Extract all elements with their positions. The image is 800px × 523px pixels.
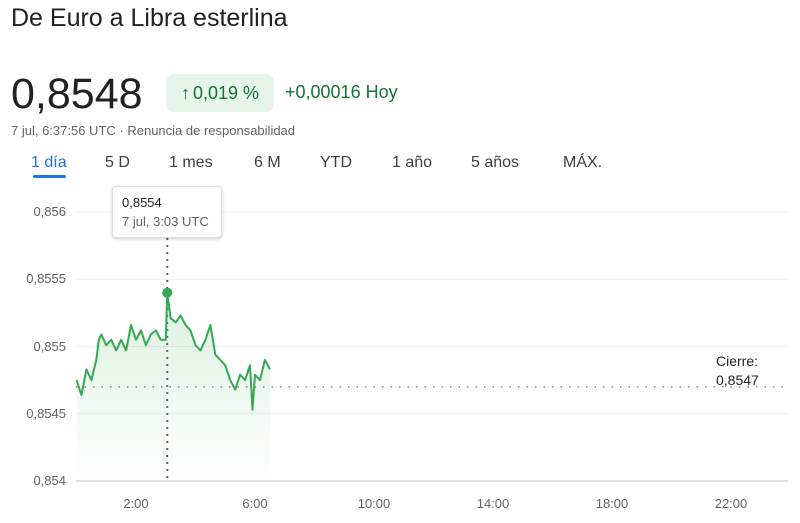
- change-percent-badge: ↑ 0,019 %: [166, 74, 274, 112]
- y-tick-label: 0,8545: [26, 406, 66, 421]
- y-tick-label: 0,854: [33, 473, 66, 488]
- tab-5-days[interactable]: 5 D: [105, 154, 130, 171]
- x-tick-label: 22:00: [714, 496, 748, 511]
- tab-5-years[interactable]: 5 años: [471, 154, 520, 171]
- timestamp: 7 jul, 6:37:56 UTC: [11, 123, 116, 138]
- close-value: 0,8547: [716, 372, 759, 388]
- tab-ytd[interactable]: YTD: [320, 154, 352, 171]
- close-label: Cierre:: [716, 353, 759, 369]
- y-tick-label: 0,856: [33, 204, 66, 219]
- tab-1-day[interactable]: 1 día: [31, 154, 67, 171]
- hover-point: [162, 287, 173, 298]
- hover-tooltip: 0,8554 7 jul, 3:03 UTC: [112, 186, 222, 238]
- change-absolute: +0,00016 Hoy: [285, 82, 398, 102]
- tooltip-time: 7 jul, 3:03 UTC: [122, 214, 209, 229]
- y-tick-label: 0,8555: [26, 271, 66, 286]
- arrow-up-icon: ↑: [180, 82, 190, 103]
- x-tick-label: 18:00: [595, 496, 629, 511]
- active-tab-indicator: [33, 175, 66, 178]
- tab-1-month[interactable]: 1 mes: [169, 154, 213, 171]
- timestamp-line: 7 jul, 6:37:56 UTC · Renuncia de respons…: [11, 123, 295, 138]
- x-tick-label: 2:00: [123, 496, 149, 511]
- tab-1-year[interactable]: 1 año: [392, 154, 433, 171]
- change-percent: 0,019 %: [192, 82, 260, 103]
- area-fill: [76, 292, 270, 481]
- x-tick-label: 14:00: [476, 496, 510, 511]
- x-tick-label: 6:00: [242, 496, 268, 511]
- separator: ·: [115, 123, 128, 138]
- tooltip-value: 0,8554: [122, 195, 162, 210]
- x-tick-label: 10:00: [357, 496, 391, 511]
- disclaimer-link[interactable]: Renuncia de responsabilidad: [127, 123, 296, 138]
- price-line: [75, 291, 271, 411]
- y-tick-label: 0,855: [33, 339, 66, 354]
- page-title: De Euro a Libra esterlina: [11, 4, 288, 32]
- tab-max[interactable]: MÁX.: [563, 154, 603, 171]
- current-price: 0,8548: [11, 70, 143, 118]
- tab-6-months[interactable]: 6 M: [254, 154, 281, 171]
